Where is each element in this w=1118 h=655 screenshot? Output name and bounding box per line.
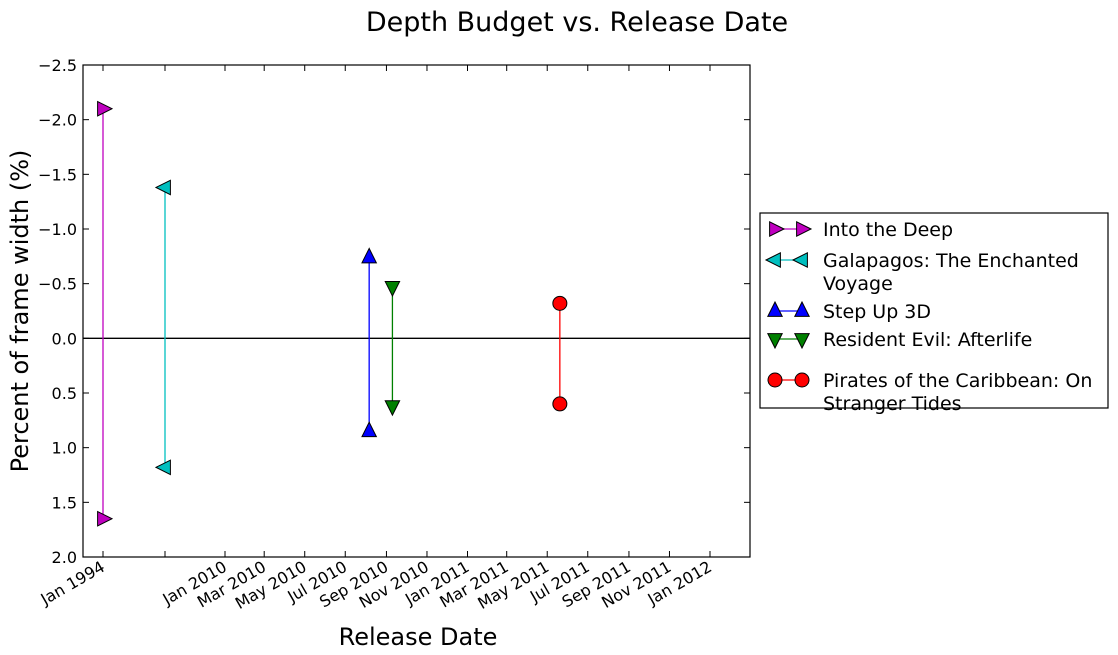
series-4 bbox=[384, 281, 401, 417]
y-tick-label: −1.0 bbox=[38, 220, 77, 239]
legend-marker bbox=[793, 333, 811, 350]
legend-box bbox=[759, 212, 1109, 409]
legend-marker bbox=[766, 300, 784, 317]
legend-marker bbox=[793, 300, 811, 317]
legend-marker bbox=[769, 220, 786, 238]
y-axis-label: Percent of frame width (%) bbox=[6, 150, 34, 473]
legend-label: Galapagos: The Enchanted Voyage bbox=[823, 250, 1079, 295]
legend-label-line: Pirates of the Caribbean: On bbox=[823, 370, 1092, 392]
legend-label: Into the Deep bbox=[823, 219, 953, 241]
series-3 bbox=[361, 247, 378, 438]
data-point bbox=[552, 295, 568, 311]
data-point bbox=[154, 459, 171, 476]
legend-label-line: Galapagos: The Enchanted bbox=[823, 250, 1079, 272]
y-tick-label: 1.0 bbox=[52, 439, 77, 458]
y-tick-label: −2.5 bbox=[38, 56, 77, 75]
y-tick-label: −2.0 bbox=[38, 111, 77, 130]
data-point bbox=[154, 179, 171, 196]
data-point bbox=[384, 400, 401, 417]
y-tick-label: −1.5 bbox=[38, 165, 77, 184]
x-axis-label: Release Date bbox=[339, 623, 498, 651]
legend-marker bbox=[766, 333, 784, 350]
data-point bbox=[384, 281, 401, 298]
data-point bbox=[97, 510, 114, 527]
legend-marker bbox=[767, 372, 783, 388]
legend-label-line: Into the Deep bbox=[823, 219, 953, 241]
legend-marker bbox=[796, 220, 813, 238]
data-point bbox=[97, 100, 114, 117]
series-1 bbox=[97, 100, 114, 527]
legend: Into the Deep Galapagos: The Enchanted Voy… bbox=[759, 212, 1109, 415]
y-tick-label: 2.0 bbox=[52, 548, 77, 567]
legend-label: Step Up 3D bbox=[823, 301, 931, 323]
legend-label-line: Step Up 3D bbox=[823, 301, 931, 323]
chart-title: Depth Budget vs. Release Date bbox=[366, 7, 788, 38]
y-tick-label: 0.0 bbox=[52, 329, 77, 348]
y-tick-label: 1.5 bbox=[52, 493, 77, 512]
y-tick-label: −0.5 bbox=[38, 275, 77, 294]
data-point bbox=[361, 247, 378, 264]
legend-label-line: Resident Evil: Afterlife bbox=[823, 329, 1032, 351]
legend-label: Pirates of the Caribbean: On Stranger Tid… bbox=[823, 370, 1092, 415]
y-tick-label: 0.5 bbox=[52, 384, 77, 403]
legend-marker bbox=[764, 251, 781, 269]
plot-frame bbox=[82, 64, 751, 558]
data-point bbox=[361, 421, 378, 438]
legend-label-line: Stranger Tides bbox=[823, 393, 962, 415]
data-point bbox=[552, 396, 568, 412]
series-5 bbox=[552, 295, 568, 412]
legend-marker bbox=[794, 372, 810, 388]
legend-label-line: Voyage bbox=[823, 273, 893, 295]
series-2 bbox=[154, 179, 171, 476]
legend-marker bbox=[791, 251, 808, 269]
legend-label: Resident Evil: Afterlife bbox=[823, 329, 1032, 351]
